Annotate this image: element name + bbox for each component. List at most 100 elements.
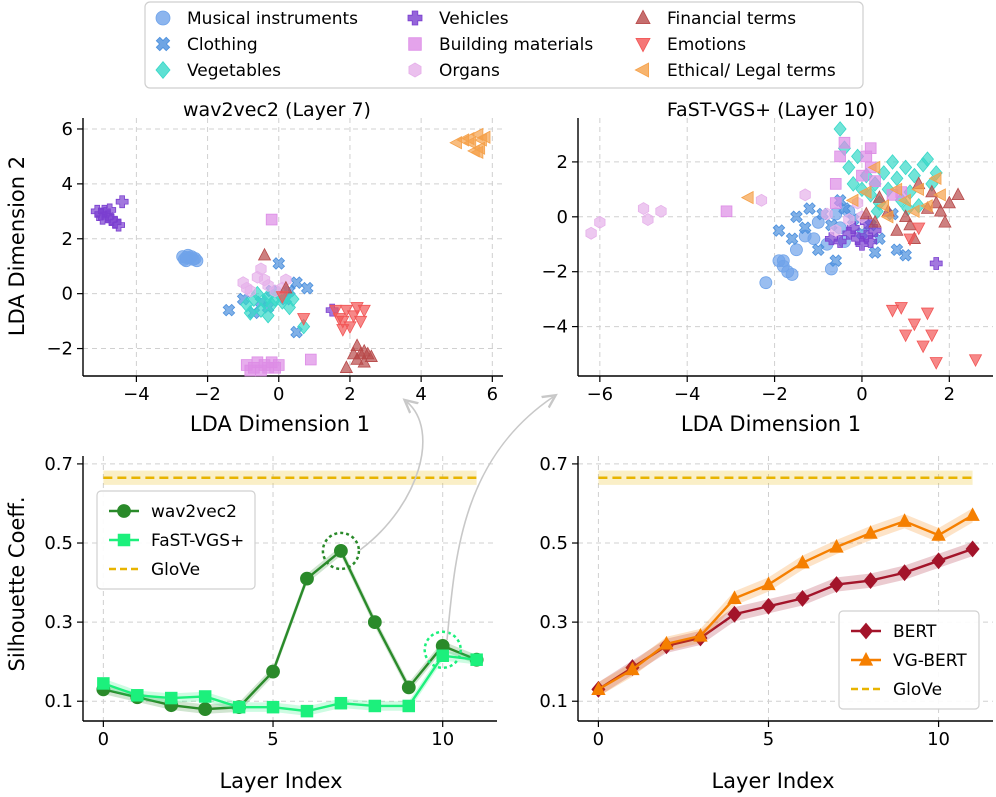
point-bert (931, 552, 946, 570)
point-musical-instruments (179, 251, 193, 264)
point-ethical-legal-terms (845, 193, 859, 208)
legend-label-glove: GloVe (893, 680, 942, 700)
y-tick-label: 0.1 (44, 691, 73, 712)
y-tick-label: 0 (557, 207, 568, 228)
point-clothing (290, 276, 303, 289)
point-bert (863, 572, 878, 590)
legend-item-organs: Organs (408, 61, 500, 81)
point-financial-terms (257, 247, 272, 261)
point-fast-vgs (436, 649, 449, 662)
point-fast-vgs (198, 690, 212, 703)
point-vg-bert (863, 525, 878, 539)
point-vg-bert (931, 527, 946, 541)
point-vegetables (261, 307, 275, 324)
point-organs (821, 207, 833, 221)
point-ethical-legal-terms (898, 193, 911, 208)
point-bert (727, 605, 742, 623)
point-clothing (772, 224, 786, 237)
point-fast-vgs (300, 704, 314, 718)
point-organs (655, 204, 667, 218)
point-vehicles (96, 211, 109, 225)
point-organs (642, 213, 654, 227)
y-tick-label: 2 (62, 229, 73, 250)
scatter-fastvgs-title: FaST-VGS+ (Layer 10) (667, 99, 875, 121)
point-ethical-legal-terms (858, 185, 872, 199)
x-tick-label: 0 (273, 384, 284, 405)
y-tick-label: 4 (62, 174, 73, 195)
line-text-xlabel: Layer Index (711, 769, 834, 793)
point-organs (594, 215, 606, 229)
point-organs (755, 193, 768, 207)
point-vegetables (842, 159, 856, 176)
series-emotions (885, 222, 983, 370)
legend-marker-building-materials (408, 37, 422, 51)
point-vegetables (297, 318, 311, 335)
legend-label-organs: Organs (439, 61, 500, 81)
legend-marker-emotions (635, 38, 651, 53)
point-financial-terms (942, 195, 956, 209)
highlight-circle (321, 531, 361, 571)
legend-label-financial-terms: Financial terms (667, 9, 796, 29)
point-wav2vec2 (367, 615, 382, 630)
point-clothing (899, 248, 912, 262)
point-organs (799, 188, 811, 202)
legend-marker-organs (408, 62, 422, 78)
y-tick-label: 0.7 (539, 454, 568, 475)
legend-marker-musical-instruments (155, 10, 171, 26)
legend-marker-vehicles (407, 10, 423, 26)
y-tick-label: −4 (541, 317, 568, 338)
legend-marker-ethical-legal-terms (634, 62, 649, 78)
point-ethical-legal-terms (928, 171, 942, 186)
point-musical-instruments (759, 276, 773, 290)
legend-label-clothing: Clothing (187, 35, 258, 55)
legend-item-wav2vec2: wav2vec2 (109, 502, 237, 522)
point-vegetables (243, 305, 257, 321)
point-financial-terms (357, 343, 371, 357)
point-building-materials (834, 150, 846, 163)
line-speech-xlabel: Layer Index (219, 769, 342, 793)
point-building-materials (829, 197, 842, 209)
x-tick-label: 0 (593, 729, 604, 750)
legend-marker-vegetables (155, 60, 171, 80)
point-financial-terms (868, 214, 882, 228)
point-ethical-legal-terms (867, 160, 881, 175)
point-vegetables (846, 176, 860, 192)
line-speech-ylabel: Silhouette Coeff. (5, 496, 29, 671)
top-legend-frame (144, 1, 864, 89)
legend-item-building-materials: Building materials (408, 35, 593, 55)
y-tick-label: −2 (541, 262, 568, 283)
series-glove (598, 470, 973, 485)
series-vehicles (90, 195, 339, 317)
series-glove (103, 470, 477, 485)
point-emotions (275, 291, 289, 304)
point-ethical-legal-terms (740, 190, 754, 205)
point-vehicles (929, 257, 943, 270)
legend-item-ethical-legal-terms: Ethical/ Legal terms (634, 61, 836, 81)
point-vehicles (846, 221, 860, 235)
legend-label-wav2vec2: wav2vec2 (151, 502, 237, 522)
point-musical-instruments (776, 254, 790, 268)
point-clothing (222, 303, 236, 317)
point-vehicles (115, 195, 129, 209)
point-fast-vgs (402, 699, 416, 713)
point-vg-bert (795, 554, 810, 569)
point-clothing (785, 232, 799, 246)
legend-label-vegetables: Vegetables (187, 61, 281, 81)
top-legend: Musical instruments Clothing Vegetables Veh… (144, 1, 864, 89)
point-organs (637, 202, 650, 216)
point-vg-bert (625, 661, 640, 676)
point-clothing (272, 257, 286, 270)
point-musical-instruments (785, 268, 799, 281)
series-emotions (275, 291, 371, 337)
y-tick-label: 6 (62, 119, 73, 140)
point-financial-terms (898, 209, 913, 223)
series-building-materials (240, 213, 317, 377)
line-legend-frame (96, 490, 256, 590)
point-emotions (916, 340, 930, 354)
point-emotions (925, 329, 939, 343)
x-tick-label: 4 (415, 384, 426, 405)
x-tick-label: 0 (856, 384, 867, 405)
point-organs (255, 262, 267, 276)
point-ethical-legal-terms (906, 204, 920, 218)
x-tick-label: 10 (431, 729, 454, 750)
